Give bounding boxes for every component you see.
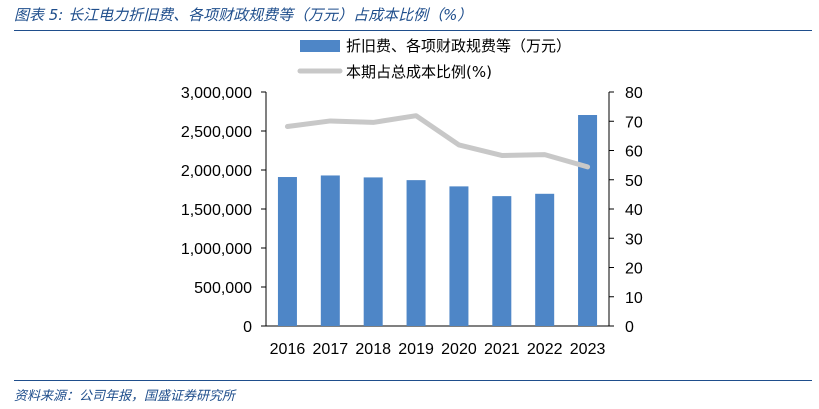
bar-2020 — [449, 186, 469, 326]
bar-2016 — [277, 177, 297, 326]
left-axis-tick-label: 500,000 — [194, 280, 252, 297]
x-tick-label-2020: 2020 — [441, 341, 477, 358]
bar-2019 — [406, 180, 426, 326]
left-axis-tick-label: 1,000,000 — [181, 241, 252, 258]
right-axis-tick-label: 20 — [625, 261, 643, 278]
right-axis-tick-label: 30 — [625, 231, 643, 248]
line-point-2021 — [501, 154, 503, 156]
x-tick-label-2023: 2023 — [570, 341, 606, 358]
x-tick-label-2021: 2021 — [484, 341, 520, 358]
left-axis-tick-label: 0 — [243, 319, 252, 336]
x-tick-label-2017: 2017 — [313, 341, 349, 358]
source-note: 资料来源：公司年报，国盛证券研究所 — [14, 389, 236, 404]
legend-bar-swatch — [300, 40, 340, 52]
right-axis-tick-label: 70 — [625, 114, 643, 131]
left-axis-tick-label: 1,500,000 — [181, 202, 252, 219]
bar-2021 — [492, 196, 512, 326]
figure-title: 图表 5: 长江电力折旧费、各项财政规费等（万元）占成本比例（%） — [14, 6, 473, 24]
x-tick-label-2018: 2018 — [355, 341, 391, 358]
legend-line-label: 本期占总成本比例(%) — [346, 63, 492, 81]
x-tick-label-2022: 2022 — [527, 341, 563, 358]
bar-2017 — [320, 175, 340, 326]
line-point-2017 — [329, 120, 331, 122]
bottom-rule — [14, 380, 812, 381]
legend: 折旧费、各项财政规费等（万元） 本期占总成本比例(%) — [297, 37, 571, 81]
top-rule — [14, 30, 812, 31]
line-point-2020 — [458, 144, 460, 146]
right-axis-tick-label: 10 — [625, 290, 643, 307]
cost-ratio-line — [284, 113, 591, 170]
right-axis-tick-label: 60 — [625, 144, 643, 161]
x-tick-label-2016: 2016 — [270, 341, 306, 358]
left-axis-tick-label: 2,500,000 — [181, 124, 252, 141]
line-point-2022 — [544, 154, 546, 156]
legend-bar-label: 折旧费、各项财政规费等（万元） — [346, 37, 571, 55]
right-axis-tick-label: 50 — [625, 173, 643, 190]
left-axis-tick-label: 3,000,000 — [181, 85, 252, 102]
line-point-2018 — [372, 121, 374, 123]
line-point-2023 — [587, 166, 589, 168]
right-axis-tick-label: 40 — [625, 202, 643, 219]
right-axis-tick-label: 80 — [625, 85, 643, 102]
line-point-2016 — [286, 126, 288, 128]
line-point-2019 — [415, 115, 417, 117]
bar-2018 — [363, 177, 383, 326]
bar-2023 — [578, 115, 598, 326]
x-tick-label-2019: 2019 — [398, 341, 434, 358]
bar-2022 — [535, 193, 555, 326]
right-axis-tick-label: 0 — [625, 319, 634, 336]
left-axis-tick-label: 2,000,000 — [181, 163, 252, 180]
